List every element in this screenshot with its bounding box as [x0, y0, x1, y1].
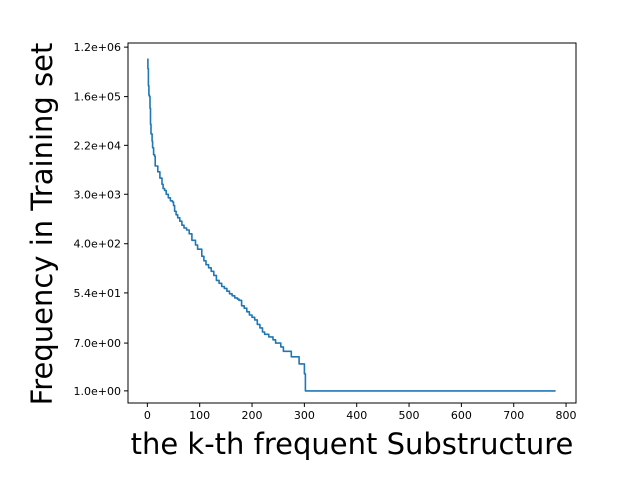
x-tick-label: 600 [451, 409, 472, 422]
x-axis: 0 100 200 300 400 500 600 700 800 [144, 403, 577, 422]
y-tick-label: 5.4e+01 [74, 287, 121, 300]
x-tick-label: 200 [242, 409, 263, 422]
x-tick-label: 400 [346, 409, 367, 422]
plot-area [128, 43, 576, 403]
series-line-0 [147, 58, 556, 392]
y-tick-label: 4.0e+02 [74, 238, 121, 251]
plot-frame [127, 42, 577, 404]
y-tick-label: 1.6e+05 [74, 91, 121, 104]
x-tick-label: 100 [189, 409, 210, 422]
y-tick-label: 1.0e+00 [74, 385, 121, 398]
y-axis-label: Frequency in Training set [25, 43, 59, 406]
x-axis-label: the k-th frequent Substructure [131, 427, 574, 461]
y-tick-label: 7.0e+00 [74, 337, 121, 350]
y-tick-label: 1.2e+06 [74, 41, 121, 54]
y-tick-label: 3.0e+03 [74, 188, 121, 201]
y-axis: 1.2e+06 1.6e+05 2.2e+04 3.0e+03 4.0e+02 5.4e+… [74, 41, 128, 398]
x-tick-label: 500 [399, 409, 420, 422]
y-tick-label: 2.2e+04 [74, 139, 121, 152]
data-layer [147, 58, 556, 392]
x-tick-label: 0 [144, 409, 151, 422]
x-tick-label: 700 [503, 409, 524, 422]
x-tick-label: 800 [556, 409, 577, 422]
x-tick-label: 300 [294, 409, 315, 422]
